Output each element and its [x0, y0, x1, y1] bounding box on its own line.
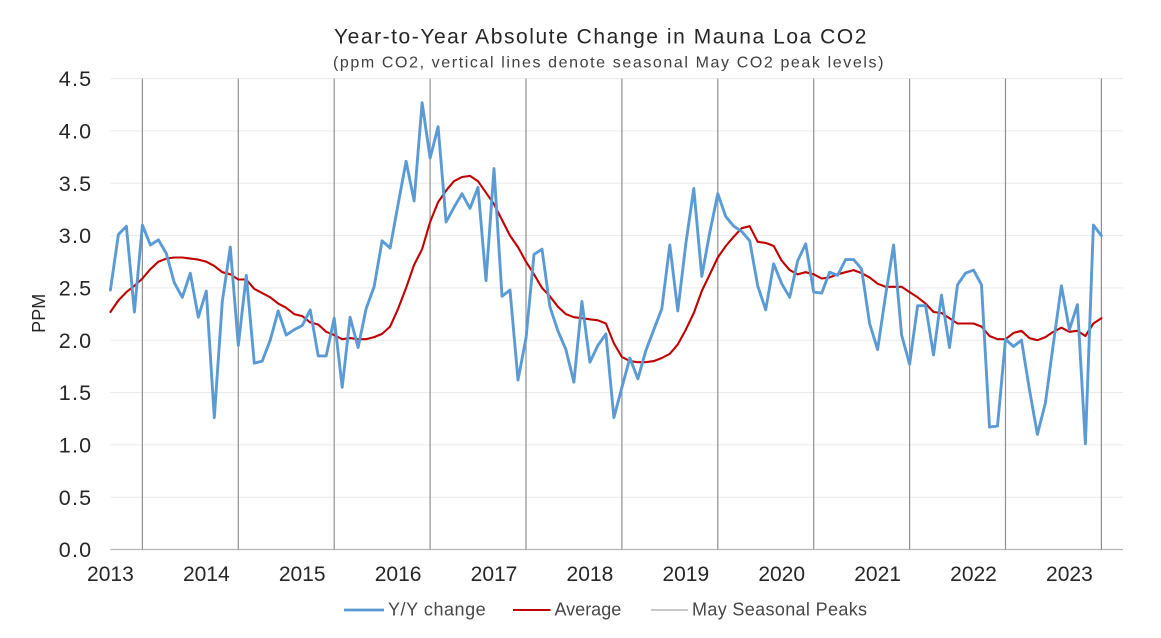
svg-text:2016: 2016 [375, 563, 422, 586]
svg-text:2015: 2015 [279, 563, 326, 586]
svg-text:2021: 2021 [854, 563, 901, 586]
svg-text:Year-to-Year Absolute Change i: Year-to-Year Absolute Change in Mauna Lo… [334, 26, 868, 49]
svg-text:2019: 2019 [662, 563, 709, 586]
svg-text:0.5: 0.5 [59, 486, 93, 510]
svg-text:3.5: 3.5 [59, 172, 93, 196]
svg-text:2018: 2018 [567, 563, 614, 586]
svg-text:2017: 2017 [471, 563, 518, 586]
svg-text:2023: 2023 [1046, 563, 1093, 586]
svg-text:2022: 2022 [950, 563, 997, 586]
svg-text:1.5: 1.5 [59, 381, 93, 405]
svg-text:1.0: 1.0 [59, 434, 93, 458]
svg-text:May Seasonal Peaks: May Seasonal Peaks [692, 600, 867, 620]
svg-text:2.5: 2.5 [59, 277, 93, 301]
svg-text:2013: 2013 [87, 563, 134, 586]
svg-text:0.0: 0.0 [59, 538, 93, 562]
svg-text:Average: Average [555, 600, 622, 620]
svg-text:4.5: 4.5 [59, 67, 93, 91]
svg-text:(ppm CO2, vertical lines denot: (ppm CO2, vertical lines denote seasonal… [333, 55, 885, 72]
svg-text:2020: 2020 [758, 563, 805, 586]
svg-text:3.0: 3.0 [59, 224, 93, 248]
svg-text:2014: 2014 [183, 563, 230, 586]
svg-text:4.0: 4.0 [59, 120, 93, 144]
svg-text:PPM: PPM [29, 294, 49, 333]
svg-text:Y/Y change: Y/Y change [388, 600, 486, 620]
svg-text:2.0: 2.0 [59, 329, 93, 353]
